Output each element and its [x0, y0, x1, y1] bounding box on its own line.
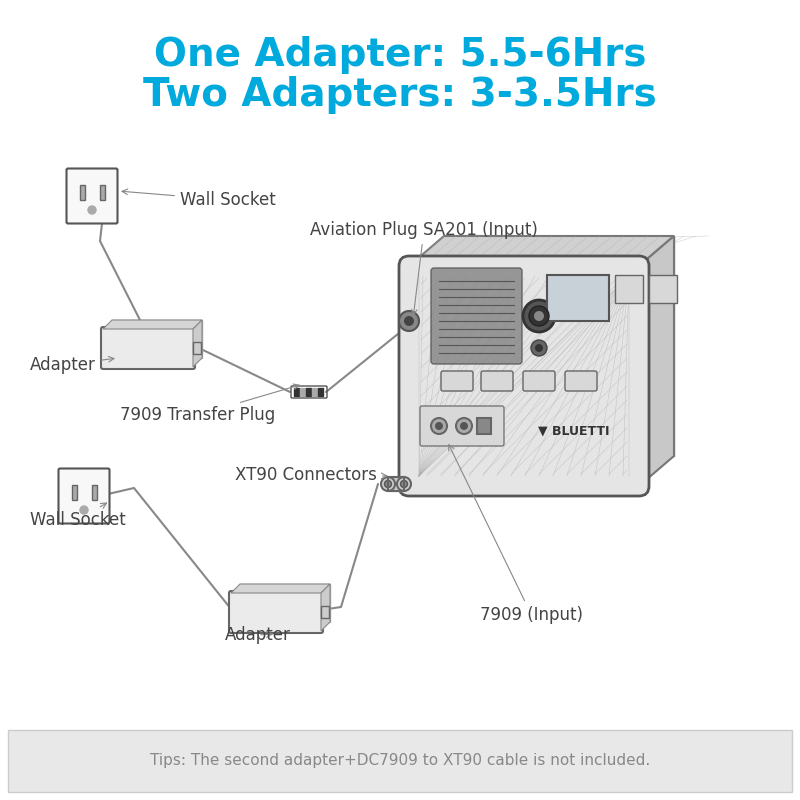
Bar — [649, 275, 677, 303]
Bar — [91, 485, 97, 499]
Text: Wall Socket: Wall Socket — [30, 503, 126, 529]
Circle shape — [399, 311, 419, 331]
Circle shape — [456, 418, 472, 434]
Circle shape — [431, 418, 447, 434]
Circle shape — [523, 300, 555, 332]
Bar — [240, 584, 330, 622]
Polygon shape — [193, 320, 202, 367]
Text: One Adapter: 5.5-6Hrs: One Adapter: 5.5-6Hrs — [154, 36, 646, 74]
Bar — [321, 606, 329, 618]
FancyBboxPatch shape — [523, 371, 555, 391]
Polygon shape — [231, 584, 330, 593]
Bar — [193, 342, 201, 354]
Bar — [388, 477, 404, 491]
Text: XT90 Connectors: XT90 Connectors — [235, 466, 387, 484]
FancyBboxPatch shape — [565, 371, 597, 391]
Polygon shape — [409, 236, 674, 266]
Text: Wall Socket: Wall Socket — [122, 189, 276, 209]
Text: Adapter: Adapter — [30, 356, 114, 374]
Text: Adapter: Adapter — [225, 626, 291, 644]
Text: 7909 (Input): 7909 (Input) — [449, 445, 583, 624]
FancyBboxPatch shape — [441, 371, 473, 391]
Bar — [477, 418, 491, 434]
Bar — [615, 275, 643, 303]
FancyBboxPatch shape — [229, 591, 323, 633]
Circle shape — [535, 344, 543, 352]
Circle shape — [460, 422, 468, 430]
Text: 7909 Transfer Plug: 7909 Transfer Plug — [120, 384, 299, 424]
FancyBboxPatch shape — [420, 406, 504, 446]
Circle shape — [435, 422, 443, 430]
Bar — [99, 185, 105, 199]
Polygon shape — [639, 236, 674, 486]
Text: Tips: The second adapter+DC7909 to XT90 cable is not included.: Tips: The second adapter+DC7909 to XT90 … — [150, 754, 650, 769]
Circle shape — [385, 481, 391, 487]
Polygon shape — [321, 584, 330, 631]
Text: ▼ BLUETTI: ▼ BLUETTI — [538, 425, 610, 438]
Bar — [318, 388, 323, 396]
Polygon shape — [444, 236, 674, 456]
Bar — [71, 485, 77, 499]
Bar — [306, 388, 311, 396]
Circle shape — [88, 206, 96, 214]
Bar — [300, 388, 305, 396]
Text: Two Adapters: 3-3.5Hrs: Two Adapters: 3-3.5Hrs — [143, 76, 657, 114]
Circle shape — [531, 340, 547, 356]
Circle shape — [381, 477, 395, 491]
Bar — [294, 388, 299, 396]
Polygon shape — [103, 320, 202, 329]
FancyBboxPatch shape — [66, 169, 118, 223]
Bar — [312, 388, 317, 396]
Text: Aviation Plug SA201 (Input): Aviation Plug SA201 (Input) — [310, 221, 538, 315]
Bar — [8, 730, 792, 792]
FancyBboxPatch shape — [399, 256, 649, 496]
Bar — [112, 320, 202, 358]
FancyBboxPatch shape — [101, 327, 195, 369]
Circle shape — [401, 481, 407, 487]
FancyBboxPatch shape — [58, 469, 110, 523]
FancyBboxPatch shape — [431, 268, 522, 364]
Circle shape — [534, 311, 544, 321]
Circle shape — [529, 306, 549, 326]
Circle shape — [404, 316, 414, 326]
Bar — [547, 275, 609, 321]
Circle shape — [397, 477, 411, 491]
Bar — [79, 185, 85, 199]
FancyBboxPatch shape — [481, 371, 513, 391]
Bar — [388, 477, 404, 491]
Circle shape — [80, 506, 88, 514]
